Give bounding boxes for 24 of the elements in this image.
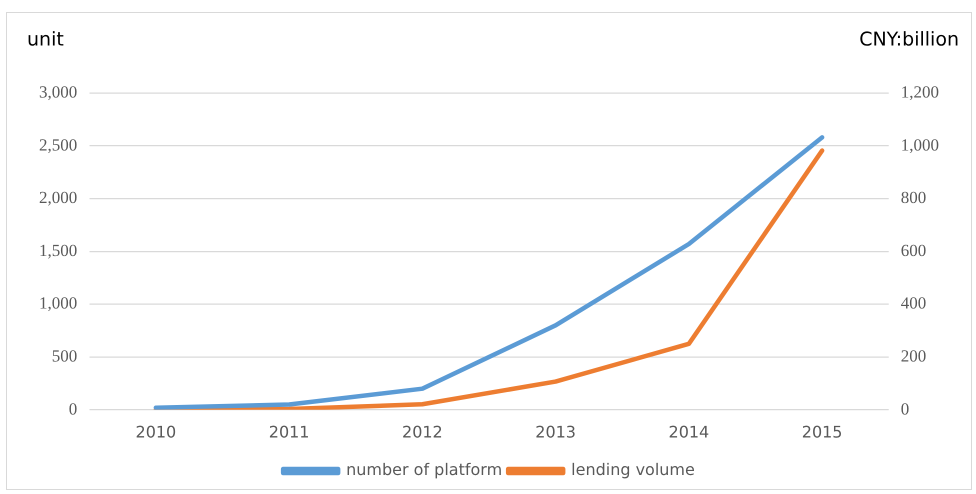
x-tick-label: 2013 bbox=[535, 422, 576, 442]
y-tick-label: 0 bbox=[68, 399, 78, 418]
x-tick-label: 2015 bbox=[802, 422, 842, 442]
y-tick-label: 2,000 bbox=[39, 188, 78, 208]
x-tick-label: 2011 bbox=[268, 422, 310, 442]
y2-tick-label: 1,000 bbox=[900, 135, 939, 154]
x-tick-label: 2014 bbox=[668, 422, 710, 442]
legend-label: number of platform bbox=[346, 460, 502, 480]
y-tick-label: 2,500 bbox=[39, 135, 78, 154]
y-tick-label: 500 bbox=[52, 346, 78, 366]
y-tick-label: 1,000 bbox=[39, 294, 78, 313]
y2-tick-label: 1,200 bbox=[900, 82, 939, 102]
y2-tick-label: 600 bbox=[900, 240, 926, 260]
y-tick-label: 1,500 bbox=[39, 240, 78, 260]
y2-tick-label: 800 bbox=[900, 188, 926, 208]
y2-tick-label: 0 bbox=[900, 399, 910, 418]
y2-tick-label: 200 bbox=[900, 346, 926, 366]
y2-tick-label: 400 bbox=[900, 294, 926, 313]
x-tick-label: 2012 bbox=[402, 422, 443, 442]
y-axis-title: unit bbox=[27, 28, 64, 50]
x-tick-label: 2010 bbox=[136, 422, 176, 442]
y-tick-label: 3,000 bbox=[39, 82, 78, 102]
legend-label: lending volume bbox=[571, 460, 695, 480]
y2-axis-title: CNY:billion bbox=[859, 28, 959, 50]
